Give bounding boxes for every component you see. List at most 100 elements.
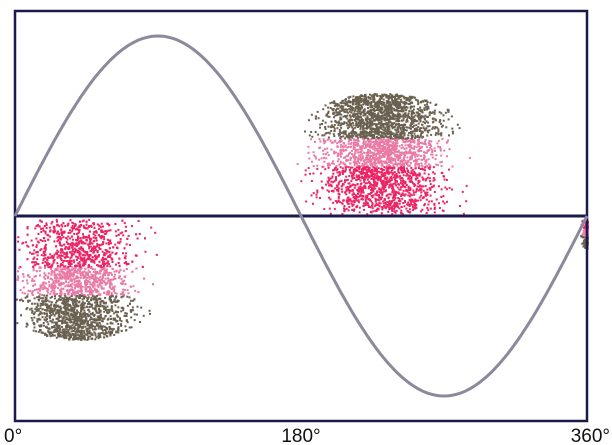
- data-point: [21, 291, 24, 294]
- data-point: [357, 201, 360, 204]
- data-point: [409, 139, 412, 142]
- data-point: [368, 149, 371, 152]
- data-point: [396, 100, 399, 103]
- data-point: [439, 119, 442, 121]
- data-point: [420, 114, 423, 117]
- data-point: [345, 159, 348, 162]
- data-point: [381, 169, 384, 172]
- data-point: [451, 132, 454, 135]
- data-point: [417, 199, 419, 202]
- data-point: [396, 128, 399, 131]
- data-point: [375, 158, 378, 161]
- data-point: [353, 100, 356, 103]
- data-point: [366, 103, 369, 106]
- data-point: [399, 106, 402, 109]
- data-point: [385, 104, 388, 107]
- data-point: [442, 114, 445, 117]
- data-point: [347, 202, 350, 205]
- data-point: [373, 175, 376, 178]
- data-point: [410, 179, 413, 182]
- data-point: [418, 145, 421, 148]
- data-point: [406, 99, 409, 101]
- data-point: [50, 284, 53, 287]
- data-point: [126, 289, 129, 292]
- data-point: [64, 302, 67, 305]
- data-point: [64, 267, 67, 270]
- data-point: [385, 170, 388, 173]
- data-point: [369, 128, 372, 130]
- data-point: [323, 139, 325, 142]
- data-point: [322, 149, 325, 152]
- data-point: [387, 137, 390, 140]
- data-point: [384, 174, 387, 177]
- data-point: [392, 188, 395, 191]
- data-point: [372, 185, 375, 188]
- data-point: [381, 168, 383, 171]
- data-point: [56, 262, 59, 265]
- data-point: [130, 316, 133, 319]
- data-point: [432, 179, 435, 182]
- data-point: [343, 210, 346, 213]
- data-point: [437, 130, 440, 133]
- data-point: [367, 96, 370, 99]
- data-point: [344, 144, 347, 147]
- data-point: [410, 154, 413, 157]
- data-point: [114, 317, 116, 320]
- data-point: [357, 151, 360, 154]
- data-point: [367, 139, 369, 142]
- data-point: [423, 118, 426, 121]
- data-point: [417, 163, 420, 165]
- data-point: [406, 156, 409, 159]
- data-point: [399, 101, 402, 104]
- data-point: [362, 114, 365, 117]
- data-point: [354, 108, 357, 111]
- data-point: [364, 199, 367, 201]
- data-point: [423, 151, 425, 154]
- data-point: [418, 149, 421, 152]
- data-point: [338, 171, 341, 174]
- data-point: [316, 110, 319, 113]
- data-point: [106, 255, 109, 258]
- data-point: [386, 151, 389, 154]
- data-point: [64, 301, 66, 303]
- data-point: [393, 135, 395, 137]
- data-point: [412, 209, 415, 211]
- data-point: [389, 138, 392, 141]
- data-point: [347, 198, 350, 201]
- data-point: [352, 129, 354, 132]
- data-point: [337, 187, 340, 190]
- data-point: [344, 168, 347, 171]
- data-point: [358, 162, 361, 164]
- data-point: [410, 111, 413, 114]
- data-point: [40, 297, 43, 300]
- data-point: [394, 181, 397, 183]
- data-point: [318, 138, 321, 141]
- data-point: [27, 274, 30, 277]
- data-point: [383, 199, 386, 202]
- data-point: [363, 147, 366, 150]
- data-point: [429, 207, 432, 210]
- data-point: [342, 105, 345, 108]
- data-point: [390, 110, 393, 113]
- data-point: [391, 102, 394, 105]
- data-point: [348, 133, 351, 136]
- data-point: [384, 161, 387, 164]
- data-point: [357, 124, 360, 127]
- data-point: [350, 174, 353, 177]
- data-point: [389, 108, 392, 110]
- data-point: [385, 116, 388, 119]
- data-point: [383, 198, 386, 200]
- data-point: [400, 193, 403, 196]
- data-point: [404, 112, 407, 115]
- data-point: [362, 155, 364, 158]
- data-point: [421, 111, 424, 114]
- data-point: [378, 143, 381, 146]
- data-point: [328, 178, 331, 181]
- data-point: [379, 178, 382, 181]
- data-point: [343, 110, 346, 113]
- data-point: [418, 185, 421, 188]
- data-point: [307, 119, 310, 122]
- data-point: [155, 253, 158, 256]
- data-point: [390, 171, 393, 174]
- data-point: [426, 151, 428, 154]
